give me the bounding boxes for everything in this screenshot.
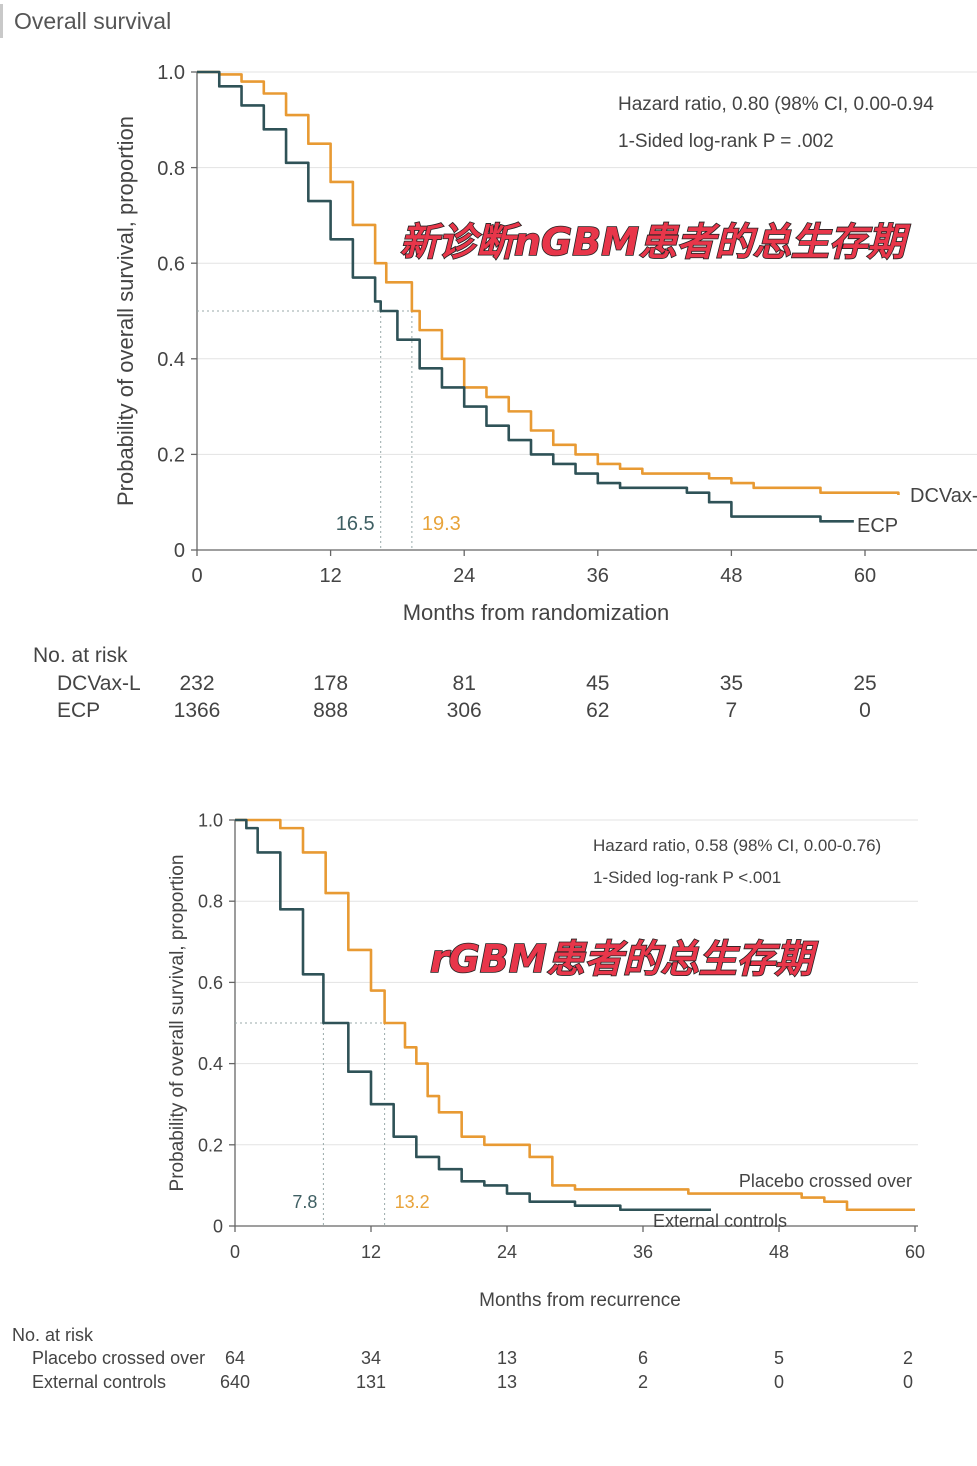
x-tick-label: 60 (854, 565, 876, 587)
risk-cell: 2 (638, 1372, 648, 1392)
y-tick-label: 1.0 (198, 810, 223, 830)
y-axis-label: Probability of overall survival, proport… (113, 116, 138, 506)
x-tick-label: 24 (497, 1242, 517, 1262)
hazard-ratio-annotation: Hazard ratio, 0.80 (98% CI, 0.00-0.94 (618, 94, 934, 115)
x-tick-label: 0 (230, 1242, 240, 1262)
hazard-ratio-annotation: Hazard ratio, 0.58 (98% CI, 0.00-0.76) (593, 836, 881, 855)
risk-cell: 13 (497, 1372, 517, 1392)
y-tick-label: 0.2 (198, 1135, 223, 1155)
y-tick-label: 0 (213, 1216, 223, 1236)
series-label: DCVax- (910, 485, 977, 507)
y-tick-label: 1.0 (157, 62, 185, 84)
x-tick-label: 12 (361, 1242, 381, 1262)
y-tick-label: 0 (174, 540, 185, 562)
series-line-1 (235, 818, 915, 1212)
overlay-caption: 新诊断nGBM患者的总生存期 (400, 220, 911, 264)
risk-row-label: DCVax-L (57, 672, 141, 695)
median-label: 16.5 (336, 513, 375, 535)
y-tick-label: 0.2 (157, 445, 185, 467)
series-line-1 (197, 70, 900, 496)
median-label: 7.8 (292, 1192, 317, 1212)
series-label: ECP (857, 515, 898, 537)
x-tick-label: 36 (633, 1242, 653, 1262)
risk-cell: 35 (720, 672, 743, 695)
risk-cell: 0 (859, 699, 871, 722)
risk-cell: 5 (774, 1348, 784, 1368)
risk-table: No. at risk Placebo crossed over 64 34 13 6 5 2… (12, 1325, 913, 1392)
y-tick-label: 0.6 (198, 973, 223, 993)
risk-row-label: External controls (32, 1372, 166, 1392)
risk-cell: 888 (313, 699, 348, 722)
y-tick-label: 0.4 (198, 1054, 223, 1074)
y-tick-label: 0.8 (198, 892, 223, 912)
y-tick-label: 0.4 (157, 349, 185, 371)
x-tick-label: 60 (905, 1242, 925, 1262)
x-tick-label: 36 (587, 565, 609, 587)
series-label: External controls (653, 1211, 787, 1231)
risk-cell: 2 (903, 1348, 913, 1368)
overlay-caption: rGBM患者的总生存期 (430, 937, 819, 981)
median-label: 13.2 (395, 1192, 430, 1212)
y-tick-label: 0.8 (157, 158, 185, 180)
risk-cell: 13 (497, 1348, 517, 1368)
chart-1: 0 0.2 0.4 0.6 0.8 1.0 0 12 24 36 48 60 Months from r… (33, 62, 977, 722)
risk-cell: 0 (903, 1372, 913, 1392)
series-line-2 (197, 70, 854, 523)
series-label: Placebo crossed over (739, 1171, 912, 1191)
risk-cell: 306 (447, 699, 482, 722)
risk-row-label: Placebo crossed over (32, 1348, 205, 1368)
x-tick-label: 12 (319, 565, 341, 587)
figure-title: Overall survival (14, 8, 172, 34)
log-rank-annotation: 1-Sided log-rank P <.001 (593, 868, 781, 887)
risk-cell: 34 (361, 1348, 381, 1368)
x-tick-label: 24 (453, 565, 475, 587)
x-tick-label: 48 (769, 1242, 789, 1262)
risk-cell: 178 (313, 672, 348, 695)
risk-cell: 131 (356, 1372, 386, 1392)
risk-cell: 232 (179, 672, 214, 695)
header-marker (0, 4, 3, 38)
risk-table-title: No. at risk (33, 644, 128, 667)
risk-cell: 6 (638, 1348, 648, 1368)
risk-cell: 62 (586, 699, 609, 722)
risk-table-title: No. at risk (12, 1325, 94, 1345)
risk-table: No. at risk DCVax-L 232 178 81 45 35 25 ECP 1366 8… (33, 644, 877, 722)
risk-cell: 45 (586, 672, 609, 695)
risk-cell: 64 (225, 1348, 245, 1368)
y-tick-label: 0.6 (157, 253, 185, 275)
x-tick-label: 48 (720, 565, 742, 587)
x-tick-label: 0 (191, 565, 202, 587)
series-line-2 (235, 818, 711, 1212)
risk-cell: 7 (726, 699, 738, 722)
risk-cell: 81 (453, 672, 476, 695)
risk-row-label: ECP (57, 699, 100, 722)
median-label: 19.3 (422, 513, 461, 535)
log-rank-annotation: 1-Sided log-rank P = .002 (618, 131, 834, 152)
y-axis-label: Probability of overall survival, proport… (167, 855, 188, 1192)
x-axis-label: Months from randomization (403, 600, 670, 625)
x-axis-label: Months from recurrence (479, 1290, 681, 1311)
risk-cell: 1366 (174, 699, 221, 722)
risk-cell: 0 (774, 1372, 784, 1392)
risk-cell: 25 (853, 672, 876, 695)
risk-cell: 640 (220, 1372, 250, 1392)
